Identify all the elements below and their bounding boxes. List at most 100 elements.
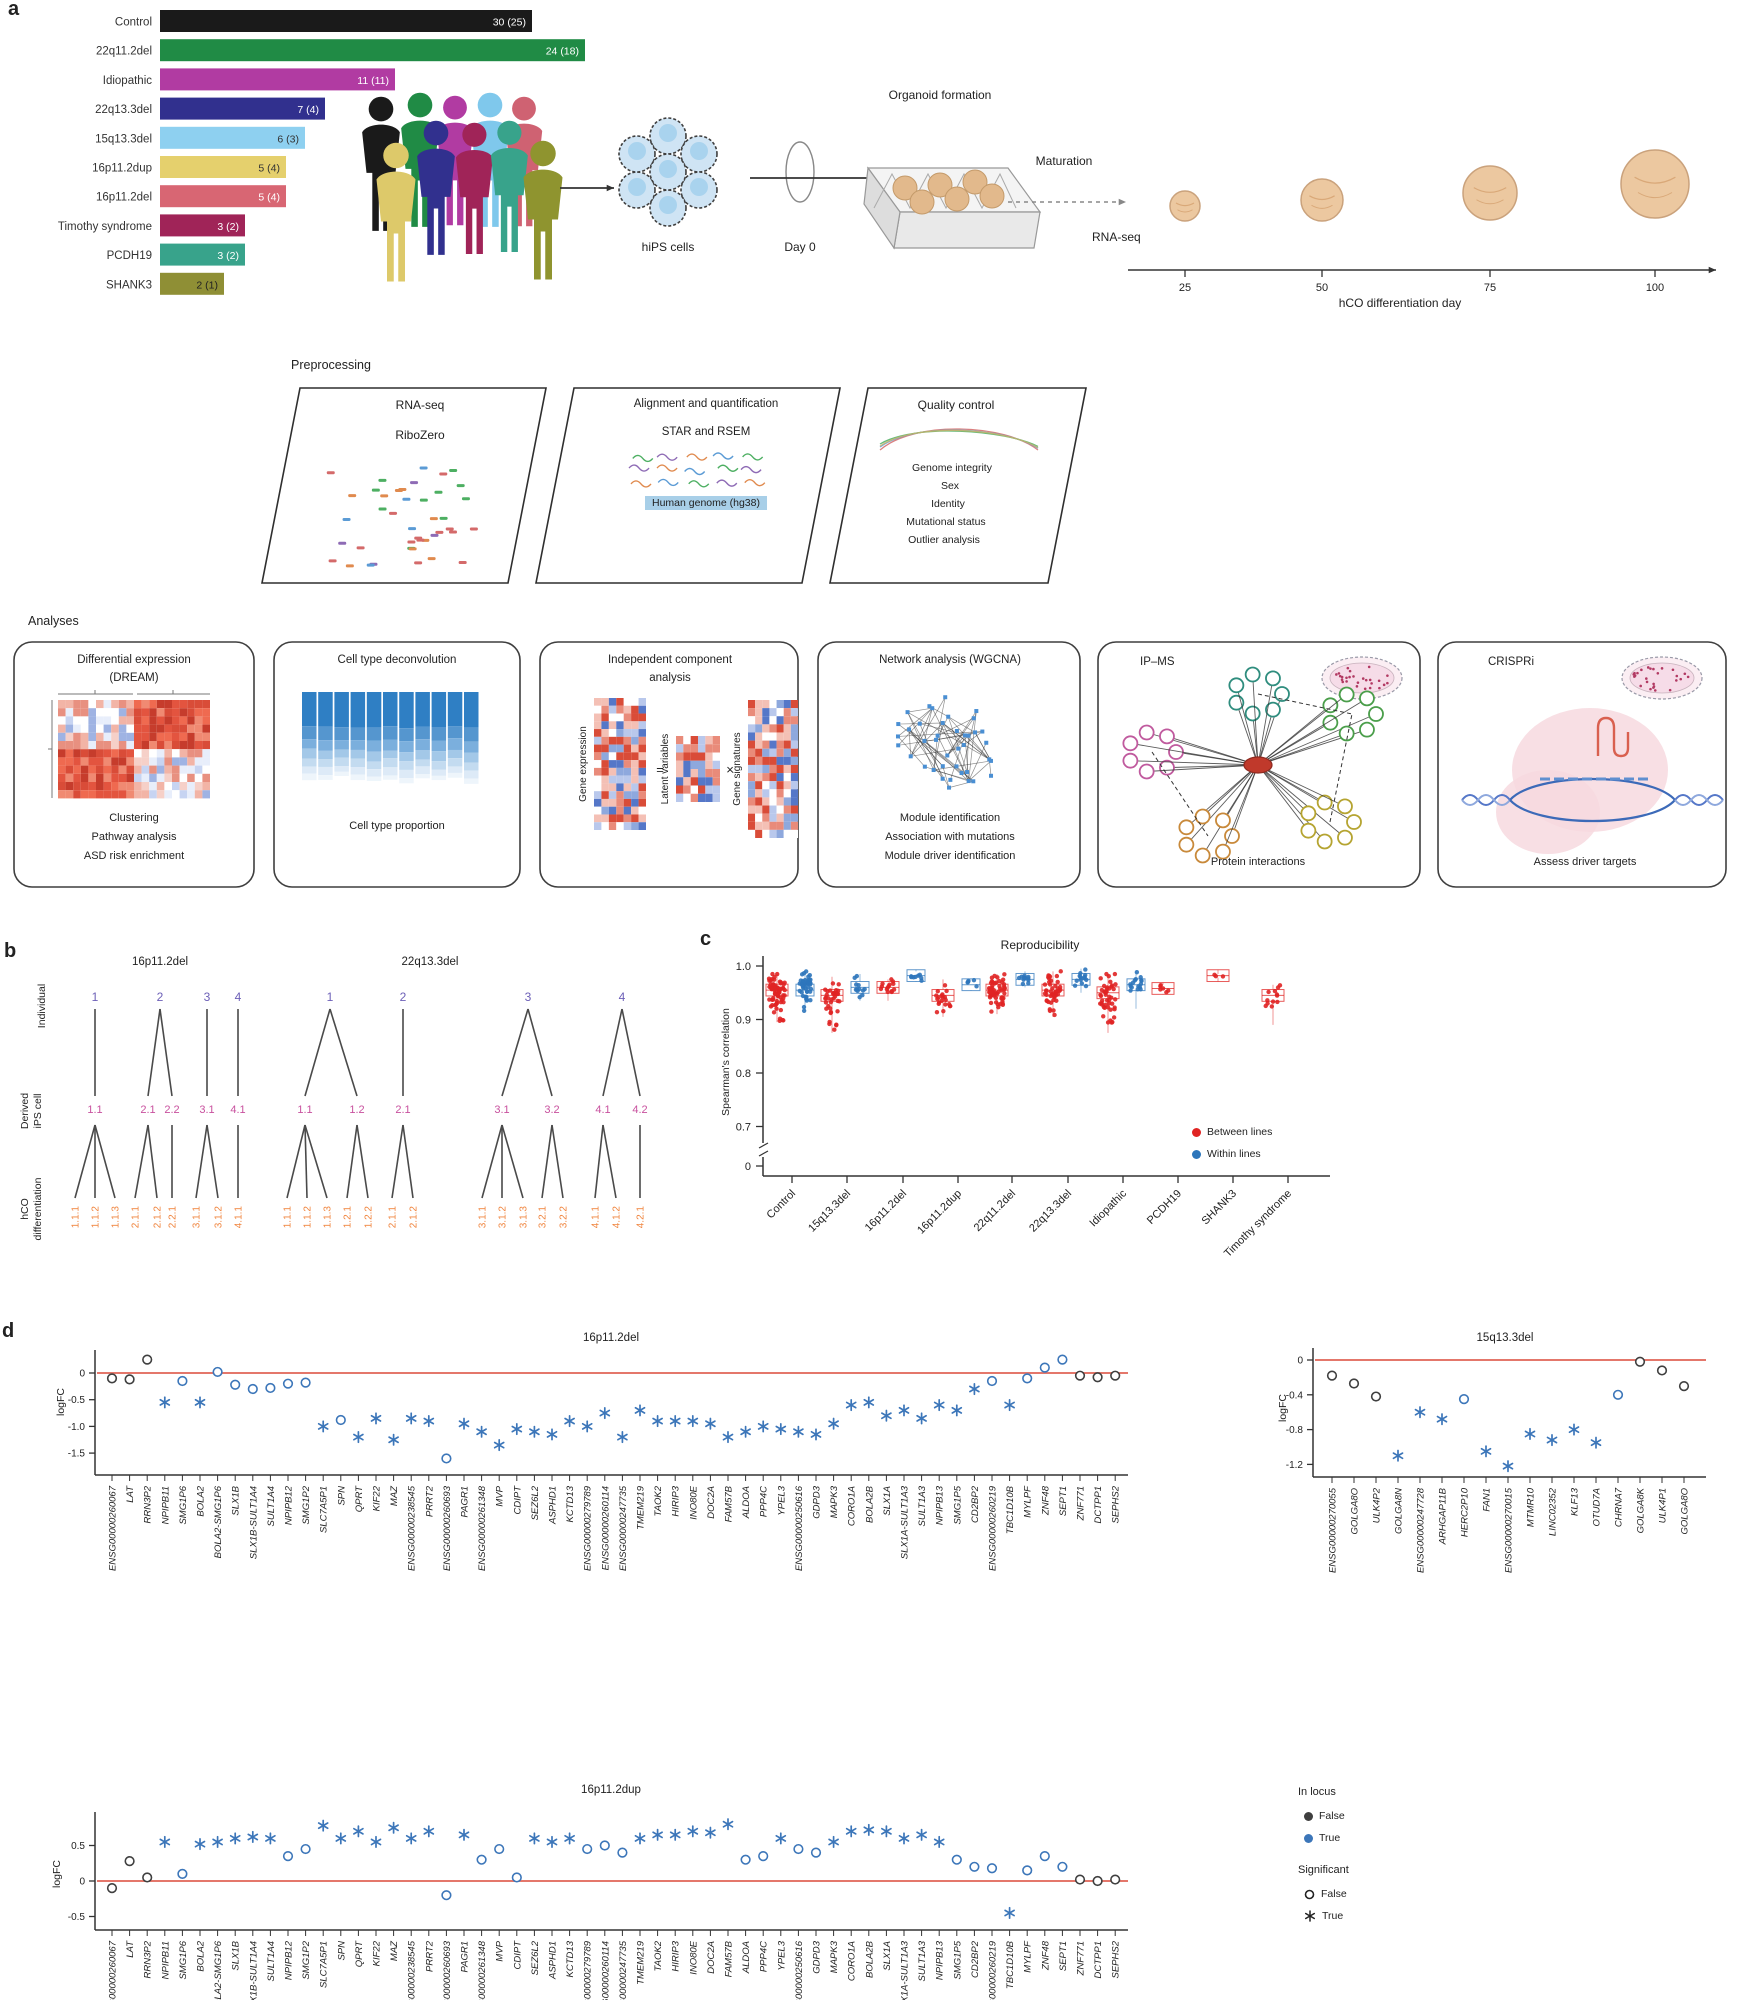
tree-branch [329, 1008, 358, 1097]
data-point [772, 974, 777, 980]
x-category-label: 22q13.3del [1027, 1188, 1074, 1235]
heatmap-cell [65, 724, 74, 733]
stack-segment [383, 750, 398, 759]
matrix-cell [776, 700, 784, 709]
organoid-formation-label: Organoid formation [888, 88, 992, 102]
data-point [1134, 970, 1140, 975]
asterisk-marker [194, 1396, 206, 1409]
circle-marker [1348, 1378, 1360, 1389]
data-point [990, 990, 995, 996]
hub-spoke [1257, 678, 1274, 766]
matrix-cell [690, 769, 698, 778]
asterisk-marker [634, 1404, 646, 1417]
heatmap-cell [156, 708, 165, 717]
y-tick-label: 1.0 [736, 961, 751, 973]
matrix-cell [594, 760, 602, 768]
asterisk-marker [863, 1823, 875, 1836]
asterisk-spoke [546, 1430, 558, 1438]
dish-dot [1356, 681, 1360, 684]
read-dash [445, 527, 454, 531]
hco-label: 3.1.2 [498, 1206, 509, 1229]
matrix-cell [776, 724, 784, 733]
row-label-individual: Individual [36, 983, 48, 1029]
matrix-cell [783, 813, 791, 822]
dish-dot [1386, 681, 1389, 685]
asterisk-marker [916, 1412, 927, 1425]
heatmap-cell [187, 708, 195, 717]
asterisk-spoke [1524, 1430, 1536, 1438]
heatmap-cell [103, 724, 112, 733]
strip-cluster [1206, 969, 1230, 983]
gene-label: BOLA2-SMG1P6 [213, 1485, 224, 1558]
heatmap-cell [88, 700, 96, 709]
locus-legend-title: In locus [1298, 1786, 1336, 1798]
stack-segment [383, 739, 398, 751]
data-point [1274, 993, 1280, 998]
hub-spoke [1257, 697, 1368, 766]
gene-label: ENSG00000279789 [583, 1485, 594, 1571]
hub-spoke [1257, 713, 1377, 766]
network-node [954, 764, 959, 769]
network-edge [942, 722, 969, 782]
data-point [884, 987, 890, 992]
matrix-cell [790, 764, 798, 774]
matrix-cell [712, 736, 720, 745]
asterisk-marker [335, 1832, 347, 1845]
lineage-tree: 1 2 3 41.1 1.2 2.1 3.1 3.2 4.1 4.21.1.1 1.1.2 1.1.3… [283, 990, 648, 1228]
network-edge [910, 708, 933, 757]
circle-marker [247, 1383, 258, 1395]
asterisk-spoke [1546, 1436, 1558, 1444]
hco-label: 1.1.3 [323, 1206, 334, 1229]
matrix-cell [638, 721, 646, 730]
dish-inner [1329, 662, 1395, 694]
data-point [1109, 983, 1115, 988]
matrix-label: Gene expression [578, 726, 589, 802]
stack-segment [350, 749, 366, 759]
gene-label: MTMR10 [1526, 1487, 1537, 1527]
heatmap-cell [164, 790, 172, 799]
matrix-cell [616, 721, 624, 730]
dish-dot [1364, 678, 1368, 682]
heatmap-cell [194, 773, 203, 782]
interactor-node [1159, 728, 1175, 745]
x-category-label: Control [765, 1188, 799, 1222]
heatmap-cell [118, 732, 127, 741]
between-lines-label: Between lines [1207, 1126, 1273, 1138]
dish-dot [1639, 684, 1643, 688]
data-point [1055, 979, 1060, 985]
asterisk-marker [669, 1828, 681, 1841]
circle-marker [1110, 1874, 1121, 1885]
heatmap-cell [126, 741, 134, 750]
petri-dish-icon [1621, 656, 1703, 700]
asterisk-marker [458, 1828, 470, 1841]
asterisk-marker [159, 1835, 171, 1849]
dish-dot [1337, 672, 1341, 675]
hub-spoke [1257, 694, 1347, 766]
data-point [1113, 997, 1118, 1002]
maturing-organoids-icon [1169, 149, 1690, 222]
stack-segment [399, 741, 414, 753]
cohort-bar [160, 214, 245, 237]
heatmap-cell [118, 765, 127, 774]
matrix-cell [594, 752, 602, 761]
circle-marker [1022, 1865, 1033, 1876]
gene-label: SLX1A-SULT1A3 [900, 1940, 911, 2000]
matrix-cell [705, 777, 713, 786]
matrix-cell [748, 708, 756, 717]
matrix-cell [631, 698, 639, 706]
heatmap-cell [88, 757, 96, 766]
network-node [959, 771, 964, 776]
circle-marker [1057, 1861, 1068, 1872]
asterisk-spoke [775, 1425, 787, 1433]
asterisk-marker [388, 1821, 399, 1834]
interactor-node [1316, 794, 1333, 811]
matrix-cell [698, 793, 706, 802]
strip-cluster [1126, 970, 1146, 1009]
data-point [1128, 983, 1133, 989]
data-point [1000, 1001, 1005, 1006]
strip-cluster [876, 977, 900, 1001]
circle-marker [1057, 1354, 1068, 1365]
read-dash [419, 466, 428, 470]
matrix-cell [690, 736, 698, 745]
